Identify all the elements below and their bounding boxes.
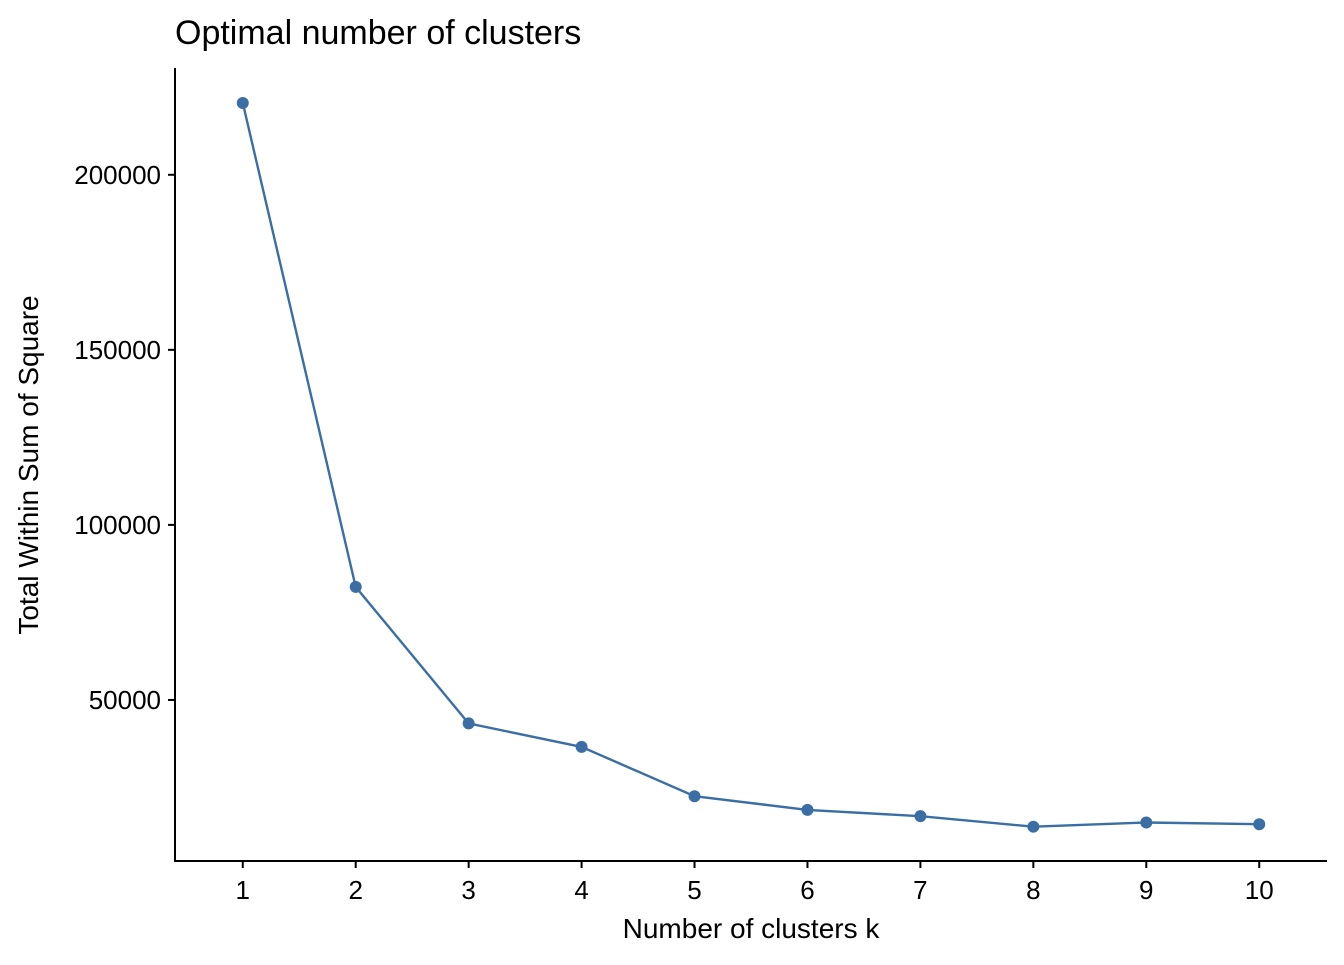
- chart-title: Optimal number of clusters: [175, 14, 581, 52]
- x-tick-label: 6: [800, 875, 814, 905]
- data-point: [349, 580, 362, 593]
- data-point: [575, 740, 588, 753]
- x-tick-label: 4: [574, 875, 588, 905]
- data-point: [914, 810, 927, 823]
- data-point: [1027, 820, 1040, 833]
- x-tick-label: 8: [1026, 875, 1040, 905]
- y-tick-label: 50000: [89, 685, 161, 715]
- y-tick-label: 200000: [74, 160, 161, 190]
- x-tick-label: 5: [687, 875, 701, 905]
- x-ticks: 1 2 3 4 5 6 7 8 9 10: [236, 861, 1274, 905]
- data-point: [236, 97, 249, 110]
- x-tick-label: 10: [1245, 875, 1274, 905]
- x-axis-title: Number of clusters k: [623, 913, 881, 944]
- x-tick-label: 9: [1139, 875, 1153, 905]
- y-tick-label: 100000: [74, 510, 161, 540]
- points-group: [236, 97, 1266, 833]
- x-tick-label: 7: [913, 875, 927, 905]
- data-point: [462, 717, 475, 730]
- axes: [174, 68, 1327, 862]
- x-tick-label: 2: [348, 875, 362, 905]
- x-tick-label: 1: [236, 875, 250, 905]
- y-ticks: 50000 100000 150000 200000: [74, 160, 175, 715]
- data-point: [1140, 816, 1153, 829]
- y-tick-label: 150000: [74, 335, 161, 365]
- x-tick-label: 3: [461, 875, 475, 905]
- data-point: [688, 790, 701, 803]
- y-axis-title: Total Within Sum of Square: [13, 295, 44, 634]
- series-line-group: [241, 102, 1260, 828]
- data-point: [1253, 818, 1266, 831]
- series-line: [241, 102, 1260, 828]
- data-point: [801, 803, 814, 816]
